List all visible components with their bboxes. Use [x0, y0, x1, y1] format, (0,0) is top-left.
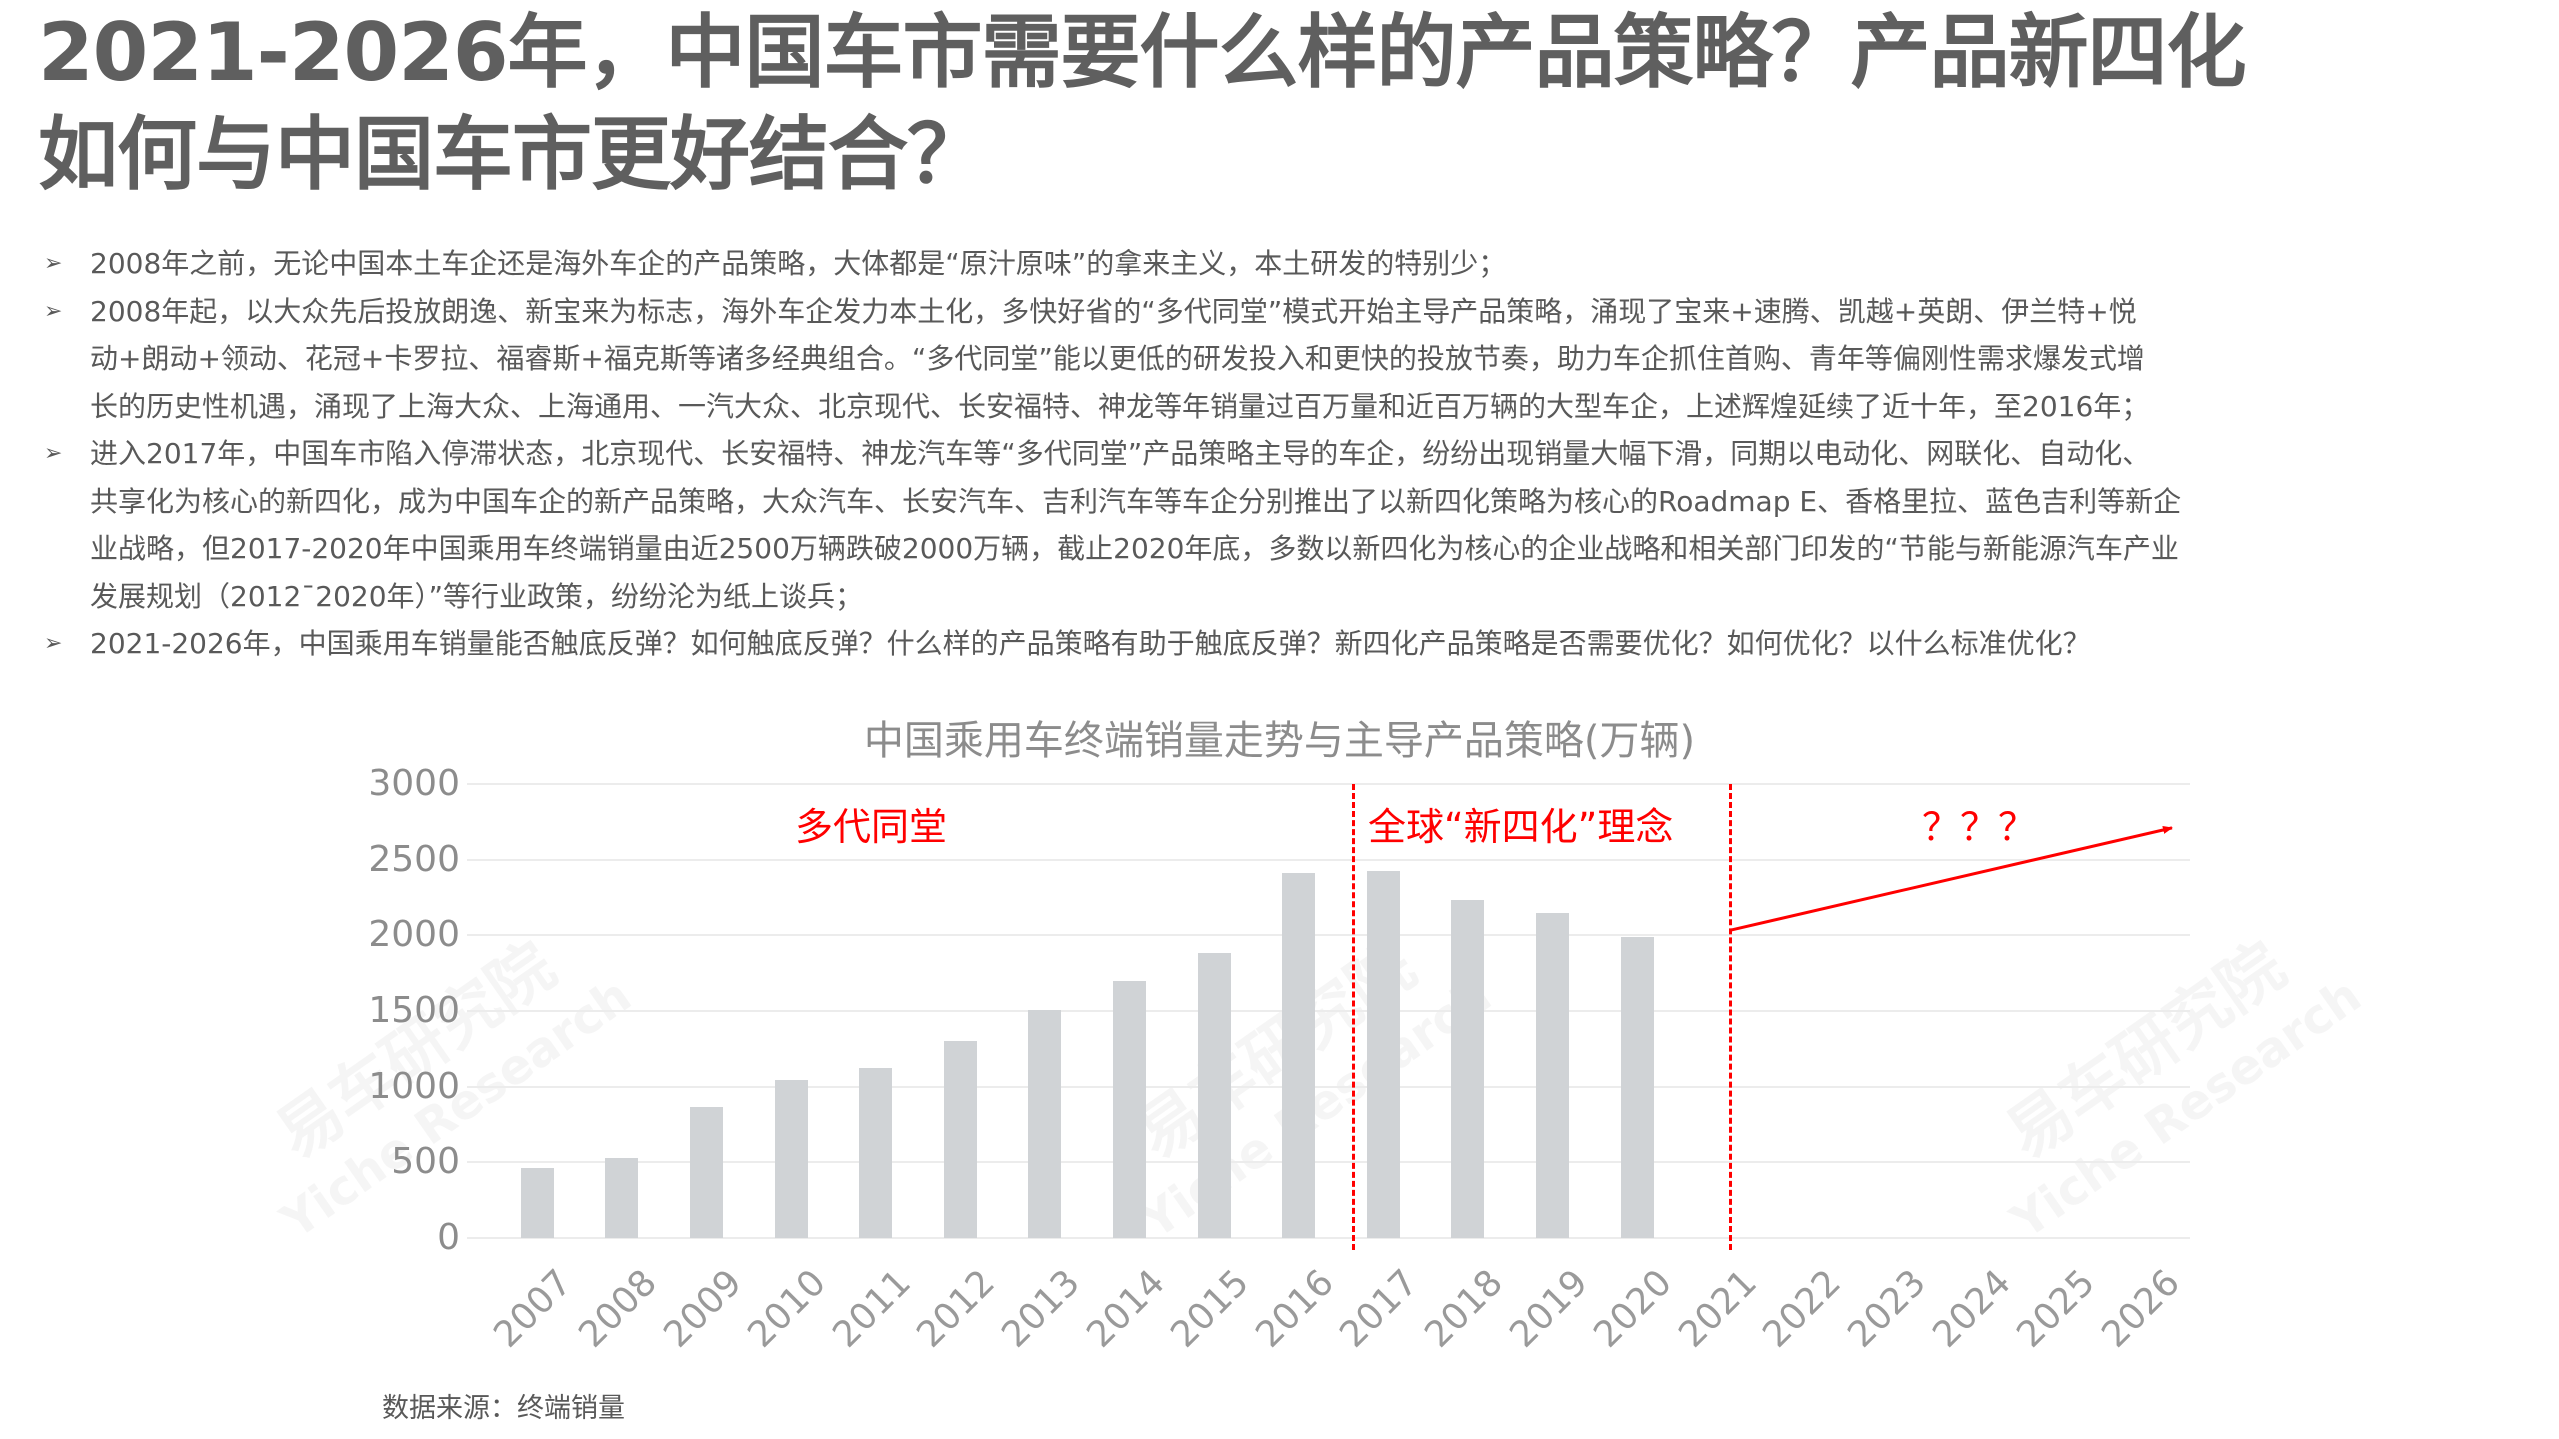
bullet-text-line: 业战略，但2017-2020年中国乘用车终端销量由近2500万辆跌破2000万辆… [90, 532, 2179, 565]
gridline [467, 1010, 2190, 1012]
bullet-item: ➢ 2008年起，以大众先后投放朗逸、新宝来为标志，海外车企发力本土化，多快好省的… [40, 288, 2540, 431]
gridline [467, 934, 2190, 937]
bar-2017 [1366, 871, 1400, 1238]
bullet-text-line: 共享化为核心的新四化，成为中国车企的新产品策略，大众汽车、长安汽车、吉利汽车等车… [90, 484, 2182, 518]
bullet-text-line: 2008年起，以大众先后投放朗逸、新宝来为标志，海外车企发力本土化，多快好省的“… [90, 294, 2137, 328]
phase-label: ？？？ [1922, 805, 2037, 849]
bullet-item: ➢ 2008年之前，无论中国本土车企还是海外车企的产品策略，大体都是“原汁原味”的… [40, 240, 2540, 288]
gridline [467, 858, 2190, 861]
bar-2014 [1113, 981, 1146, 1238]
bar-2020 [1620, 937, 1654, 1238]
bullet-item: ➢ 进入2017年，中国车市陷入停滞状态，北京现代、长安福特、神龙汽车等“多代同堂… [40, 430, 2540, 620]
phase-label: 全球“新四化”理念 [1368, 805, 1674, 849]
gridline [467, 1085, 2190, 1088]
source-note: 数据来源：终端销量 [382, 1393, 625, 1424]
y-axis-tick-label: 0 [437, 1217, 460, 1258]
phase-divider-dashed-line [1729, 784, 1732, 1250]
bar-2019 [1536, 912, 1569, 1238]
phase-divider-dashed-line [1352, 784, 1355, 1250]
y-axis-tick-label: 1000 [368, 1065, 460, 1107]
bullet-arrow-icon: ➢ [44, 631, 63, 656]
y-axis-tick-label: 1500 [368, 990, 460, 1031]
bullet-arrow-icon: ➢ [44, 298, 63, 324]
page-title: 2021-2026年，中国车市需要什么样的产品策略？产品新四化 如何与中国车市更… [38, 2, 2538, 206]
bullet-text-line: 发展规划（2012ˉ2020年）”等行业政策，纷纷沦为纸上谈兵； [90, 579, 864, 613]
bullet-arrow-icon: ➢ [44, 251, 63, 276]
y-axis-tick-label: 3000 [368, 763, 460, 804]
bar-2015 [1197, 952, 1231, 1238]
bar-2008 [605, 1157, 639, 1238]
bar-2012 [943, 1040, 977, 1238]
gridline [467, 1161, 2190, 1164]
bar-2010 [774, 1079, 808, 1238]
bar-2011 [859, 1068, 893, 1238]
chart-title: 中国乘用车终端销量走势与主导产品策略(万辆) [863, 718, 1696, 764]
bar-2013 [1028, 1009, 1062, 1238]
gridline [467, 783, 2190, 785]
bullet-text-line: 动+朗动+领动、花冠+卡罗拉、福睿斯+福克斯等诸多经典组合。“多代同堂”能以更低… [90, 342, 2145, 375]
gridline [467, 1237, 2190, 1239]
bullet-text-line: 长的历史性机遇，涌现了上海大众、上海通用、一汽大众、北京现代、长安福特、神龙等年… [90, 389, 2150, 423]
phase-label: 多代同堂 [795, 805, 948, 849]
bullet-arrow-icon: ➢ [44, 441, 63, 466]
y-axis-tick-label: 2500 [368, 838, 460, 880]
page-title-line-1: 2021-2026年，中国车市需要什么样的产品策略？产品新四化 [38, 6, 2247, 99]
bullet-text-line: 2021-2026年，中国乘用车销量能否触底反弹？如何触底反弹？什么样的产品策略… [90, 627, 2091, 660]
page-title-line-2: 如何与中国车市更好结合？ [38, 108, 987, 201]
bar-2009 [690, 1106, 723, 1238]
bullet-text-line: 进入2017年，中国车市陷入停滞状态，北京现代、长安福特、神龙汽车等“多代同堂”… [90, 437, 2151, 470]
y-axis-tick-label: 2000 [368, 914, 460, 956]
y-axis-tick-label: 500 [391, 1141, 460, 1183]
bar-2016 [1282, 873, 1316, 1238]
bar-2018 [1451, 900, 1485, 1238]
bullet-list: ➢ 2008年之前，无论中国本土车企还是海外车企的产品策略，大体都是“原汁原味”的… [40, 240, 2540, 668]
bullet-item: ➢ 2021-2026年，中国乘用车销量能否触底反弹？如何触底反弹？什么样的产品策… [40, 620, 2540, 668]
bar-2007 [520, 1167, 554, 1238]
bullet-text-line: 2008年之前，无论中国本土车企还是海外车企的产品策略，大体都是“原汁原味”的拿… [90, 247, 1507, 280]
